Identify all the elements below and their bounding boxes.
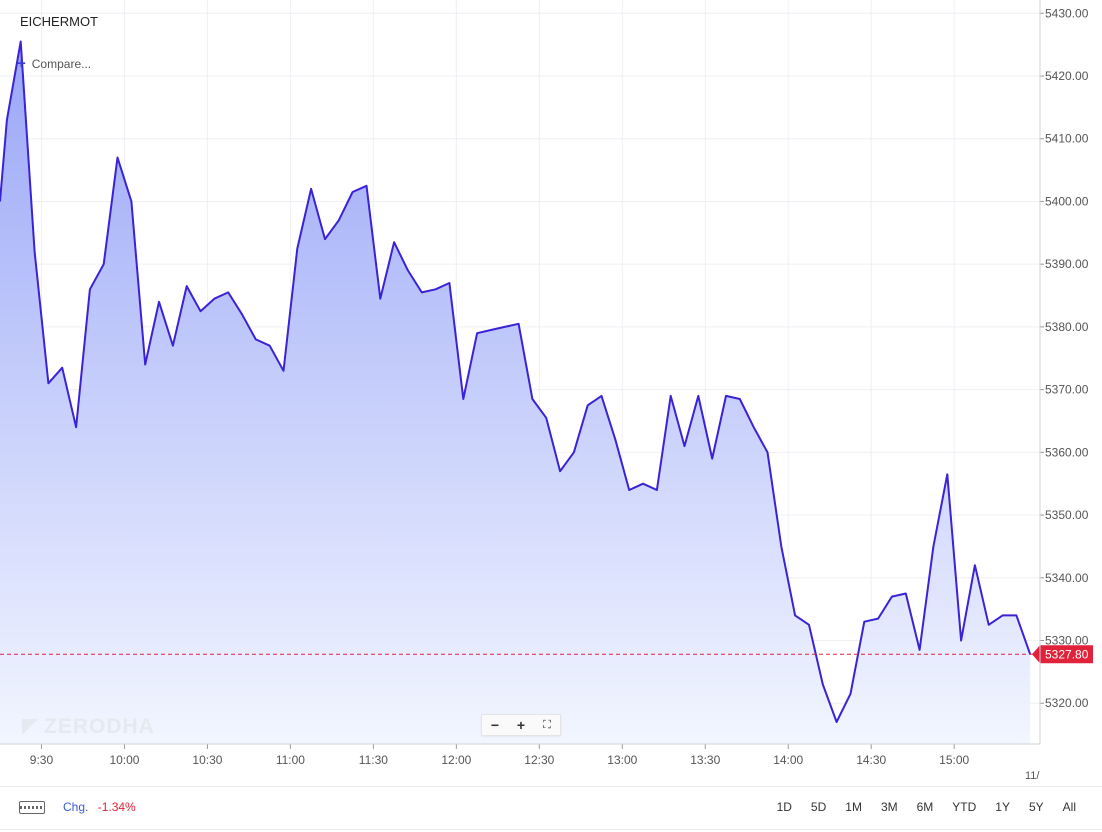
zoom-out-button[interactable]: − [490, 717, 500, 733]
x-tick-label: 14:00 [773, 753, 803, 767]
range-button-1m[interactable]: 1M [845, 800, 862, 814]
y-tick-label: 5430.00 [1045, 6, 1089, 20]
current-price-label: 5327.80 [1045, 647, 1089, 661]
x-tick-label: 12:30 [524, 753, 554, 767]
x-tick-label: 12:00 [441, 753, 471, 767]
zerodha-logo-icon [22, 719, 38, 735]
fit-screen-button[interactable]: ⛶ [543, 718, 551, 731]
keyboard-icon[interactable] [19, 801, 45, 814]
y-tick-label: 5420.00 [1045, 69, 1089, 83]
range-button-5y[interactable]: 5Y [1028, 800, 1044, 814]
x-tick-label: 10:00 [109, 753, 139, 767]
compare-label: Compare... [31, 57, 92, 71]
range-button-all[interactable]: All [1062, 800, 1076, 814]
range-button-3m[interactable]: 3M [880, 800, 898, 814]
y-tick-label: 5320.00 [1045, 696, 1089, 710]
y-tick-label: 5400.00 [1045, 194, 1089, 208]
chart-axes: 5430.00 5420.00 5410.00 5400.00 5390.00 5380.… [0, 0, 1089, 782]
price-chart[interactable]: 5327.80 5430.00 5420.00 5410.00 5400.00 5390… [0, 0, 1102, 786]
footer-bar: Chg. -1.34% 1D 5D 1M 3M 6M YTD 1Y 5Y All [0, 786, 1102, 830]
x-tick-label: 13:00 [607, 753, 637, 767]
y-tick-label: 5390.00 [1045, 257, 1089, 271]
zoom-in-button[interactable]: + [516, 717, 526, 733]
change-label: Chg. [63, 800, 89, 814]
x-edge-label: 11/ [1025, 770, 1040, 782]
x-tick-label: 10:30 [192, 753, 222, 767]
y-tick-label: 5410.00 [1045, 132, 1089, 146]
change-readout: Chg. -1.34% [63, 800, 136, 814]
y-tick-label: 5350.00 [1045, 508, 1089, 522]
zoom-controls: − + ⛶ [481, 714, 561, 736]
x-tick-label: 15:00 [939, 753, 969, 767]
range-button-ytd[interactable]: YTD [952, 800, 977, 814]
watermark-text: ZERODHA [44, 715, 155, 738]
current-price-tag: 5327.80 [1032, 645, 1093, 664]
y-tick-label: 5360.00 [1045, 445, 1089, 459]
range-button-6m[interactable]: 6M [916, 800, 934, 814]
x-tick-label: 13:30 [690, 753, 720, 767]
range-selector: 1D 5D 1M 3M 6M YTD 1Y 5Y All [758, 800, 1076, 814]
symbol-title: EICHERMOT [20, 14, 98, 29]
range-button-5d[interactable]: 5D [810, 800, 827, 814]
plus-icon: + [17, 55, 26, 72]
change-value: -1.34% [97, 800, 136, 814]
price-line [0, 40, 1032, 723]
x-tick-label: 14:30 [856, 753, 886, 767]
range-button-1y[interactable]: 1Y [995, 800, 1010, 814]
x-tick-label: 11:00 [276, 753, 305, 767]
x-tick-label: 9:30 [30, 753, 54, 767]
range-button-1d[interactable]: 1D [776, 800, 792, 814]
compare-button[interactable]: + Compare... [17, 55, 92, 72]
y-tick-label: 5370.00 [1045, 383, 1089, 397]
x-tick-label: 11:30 [359, 753, 388, 767]
y-tick-label: 5340.00 [1045, 571, 1089, 585]
y-tick-label: 5330.00 [1045, 634, 1089, 648]
price-area [0, 41, 1031, 744]
watermark: ZERODHA [22, 715, 155, 739]
y-tick-label: 5380.00 [1045, 320, 1089, 334]
